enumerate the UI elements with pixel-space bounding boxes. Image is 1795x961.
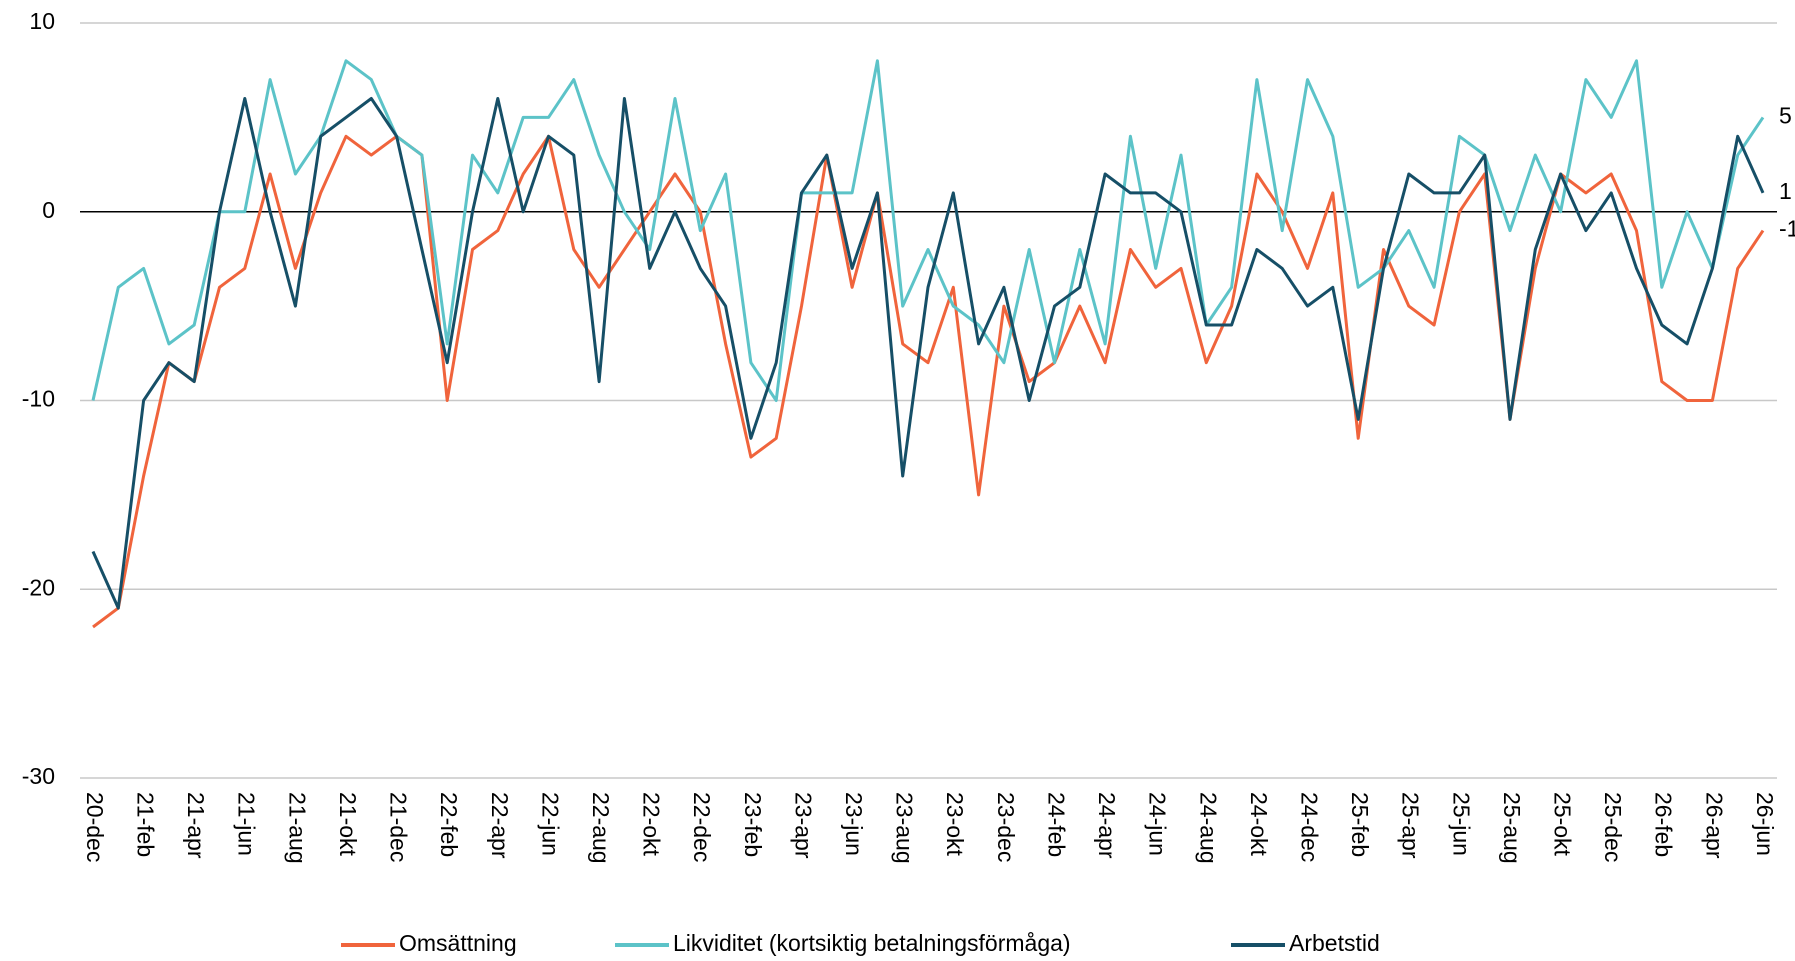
x-tick-label: 25-dec	[1600, 792, 1626, 862]
x-tick-label: 26-jun	[1752, 792, 1778, 856]
x-tick-label: 22-okt	[639, 792, 665, 857]
x-tick-label: 24-aug	[1195, 792, 1221, 864]
x-tick-label: 25-aug	[1499, 792, 1525, 864]
y-tick-label: 0	[42, 197, 55, 223]
x-tick-label: 22-feb	[436, 792, 462, 857]
y-tick-label: -10	[22, 386, 55, 412]
x-tick-label: 23-jun	[841, 792, 867, 856]
x-tick-label: 25-jun	[1448, 792, 1474, 856]
x-tick-label: 21-aug	[284, 792, 310, 864]
x-tick-label: 25-apr	[1398, 792, 1424, 859]
legend-label: Arbetstid	[1289, 930, 1380, 956]
x-tick-label: 21-jun	[234, 792, 260, 856]
x-tick-label: 21-feb	[133, 792, 159, 857]
x-tick-label: 26-feb	[1651, 792, 1677, 857]
series-line	[92, 134, 1765, 629]
x-tick-label: 23-aug	[892, 792, 918, 864]
x-tick-label: 25-okt	[1549, 792, 1575, 857]
x-tick-label: 20-dec	[82, 792, 108, 862]
x-tick-label: 22-dec	[689, 792, 715, 862]
x-tick-label: 21-apr	[183, 792, 209, 859]
x-tick-label: 24-jun	[1145, 792, 1171, 856]
legend-label: Omsättning	[399, 930, 517, 956]
series-line	[91, 59, 1765, 402]
y-tick-label: -30	[22, 763, 55, 789]
x-tick-label: 23-dec	[993, 792, 1019, 862]
x-tick-label: 24-dec	[1296, 792, 1322, 862]
x-tick-label: 24-okt	[1246, 792, 1272, 857]
y-tick-label: 10	[29, 8, 55, 34]
x-tick-label: 22-jun	[537, 792, 563, 856]
end-value-label: 5	[1779, 102, 1792, 128]
x-tick-label: 24-feb	[1043, 792, 1069, 857]
end-value-label: -1	[1779, 216, 1795, 242]
x-tick-label: 25-feb	[1347, 792, 1373, 857]
series-line	[91, 97, 1765, 610]
end-value-label: 1	[1779, 178, 1792, 204]
x-tick-label: 21-dec	[386, 792, 412, 862]
x-tick-label: 22-aug	[588, 792, 614, 864]
x-tick-label: 23-apr	[790, 792, 816, 859]
x-tick-label: 24-apr	[1094, 792, 1120, 859]
y-tick-label: -20	[22, 574, 55, 600]
x-tick-label: 26-apr	[1701, 792, 1727, 859]
x-tick-label: 22-apr	[487, 792, 513, 859]
legend-label: Likviditet (kortsiktig betalningsförmåga…	[673, 930, 1071, 956]
x-tick-label: 21-okt	[335, 792, 361, 857]
x-tick-label: 23-okt	[942, 792, 968, 857]
x-tick-label: 23-feb	[740, 792, 766, 857]
